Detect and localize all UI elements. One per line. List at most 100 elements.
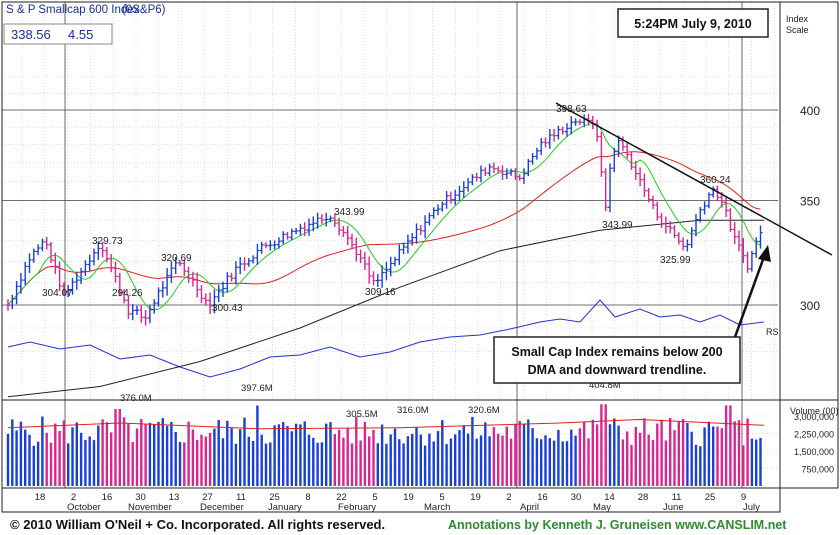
volume-bar [84, 439, 87, 486]
volume-bar [114, 409, 117, 486]
volume-bar [325, 423, 328, 486]
price-bar [74, 272, 79, 290]
price-bar [496, 166, 501, 174]
price-bar [203, 293, 208, 306]
volume-bar [497, 433, 500, 486]
price-bar [375, 274, 380, 287]
volume-bar [75, 422, 78, 486]
copyright: © 2010 William O'Neil + Co. Incorporated… [10, 517, 385, 532]
volume-bar [509, 438, 513, 486]
price-bar [702, 201, 707, 215]
x-tick-label: 16 [102, 492, 113, 503]
price-bar [345, 225, 350, 246]
price-bar [242, 257, 247, 271]
volume-bar [522, 424, 526, 486]
volume-tick-label: 1,500,000 [794, 447, 834, 457]
volume-bar [591, 419, 594, 486]
price-bar [178, 260, 182, 267]
rs-path [7, 299, 765, 378]
volume-bar [101, 419, 104, 486]
price-bar [479, 165, 483, 183]
price-bar [676, 232, 681, 245]
price-bar [724, 195, 729, 217]
price-bar [61, 282, 66, 296]
price-bar [294, 227, 299, 235]
volume-bar [608, 424, 612, 486]
x-tick-label: 2 [506, 492, 511, 503]
volume-bar [634, 426, 637, 486]
volume-bar [204, 436, 207, 486]
price-bar [182, 259, 187, 276]
price-bar [603, 168, 608, 212]
x-tick-label: 19 [403, 492, 414, 503]
volume-bar [651, 439, 655, 486]
price-bar [646, 188, 651, 203]
volume-bar [436, 431, 440, 486]
volume-bar [604, 404, 607, 486]
price-bar [126, 295, 131, 319]
chart-title: S & P Smallcap 600 Index [6, 4, 140, 16]
volume-bar [92, 440, 96, 486]
price-bar [367, 256, 372, 284]
price-bar [638, 167, 643, 187]
date-axis-frame [1, 487, 781, 513]
volume-bar [221, 438, 225, 486]
volume-bar [638, 432, 642, 486]
price-bar [380, 265, 385, 288]
volume-bar [712, 426, 715, 486]
x-tick-label: 5 [372, 492, 377, 503]
price-bar [251, 255, 256, 264]
volume-bar [239, 429, 242, 486]
price-bar [199, 285, 204, 304]
price-bar [190, 271, 195, 287]
price-bar [509, 168, 514, 176]
price-bar [685, 239, 690, 252]
price-bar [517, 174, 522, 181]
x-tick-label: 8 [305, 492, 310, 503]
price-bar [225, 272, 230, 293]
price-bar [311, 216, 316, 232]
volume-bar [67, 443, 70, 486]
last-price: 338.56 [11, 27, 51, 42]
volume-bar [643, 418, 646, 486]
volume-bar [677, 421, 680, 486]
volume-bars [6, 404, 762, 486]
volume-bar [595, 424, 599, 486]
price-bar [543, 137, 548, 148]
volume-bar [329, 422, 332, 486]
volume-bar [140, 418, 143, 486]
volume-bar [299, 424, 302, 486]
price-bar [448, 191, 453, 204]
volume-bar [385, 443, 388, 486]
price-bar [642, 173, 647, 197]
volume-bar [406, 436, 410, 486]
volume-bar [733, 421, 736, 486]
price-bar [139, 304, 144, 323]
price-bar [152, 299, 157, 314]
price-bar [655, 201, 660, 221]
volume-bar [363, 421, 367, 486]
volume-bar [58, 430, 61, 486]
price-bar [221, 281, 225, 297]
volume-bar [247, 436, 250, 486]
price-bar [466, 178, 471, 192]
volume-bar [574, 435, 577, 486]
price-bar [732, 222, 737, 245]
volume-bar [88, 436, 91, 486]
price-bar [212, 289, 217, 314]
volume-tick-label: 3,000,000 [794, 412, 834, 422]
price-bar [758, 225, 763, 249]
volume-bar [441, 420, 444, 486]
volume-bar [518, 420, 521, 486]
ma-path [7, 151, 761, 306]
x-tick-label: 11 [236, 492, 246, 503]
price-bar [324, 212, 329, 227]
price-bar [414, 223, 419, 244]
y-axis-ticks: 300 350 400 [800, 104, 820, 313]
volume-bar [552, 440, 556, 486]
volume-bar [359, 440, 362, 486]
volume-bar [79, 432, 83, 486]
annotation-line2: DMA and downward trendline. [528, 363, 707, 377]
volume-bar [24, 429, 27, 486]
volume-bar [402, 443, 405, 486]
